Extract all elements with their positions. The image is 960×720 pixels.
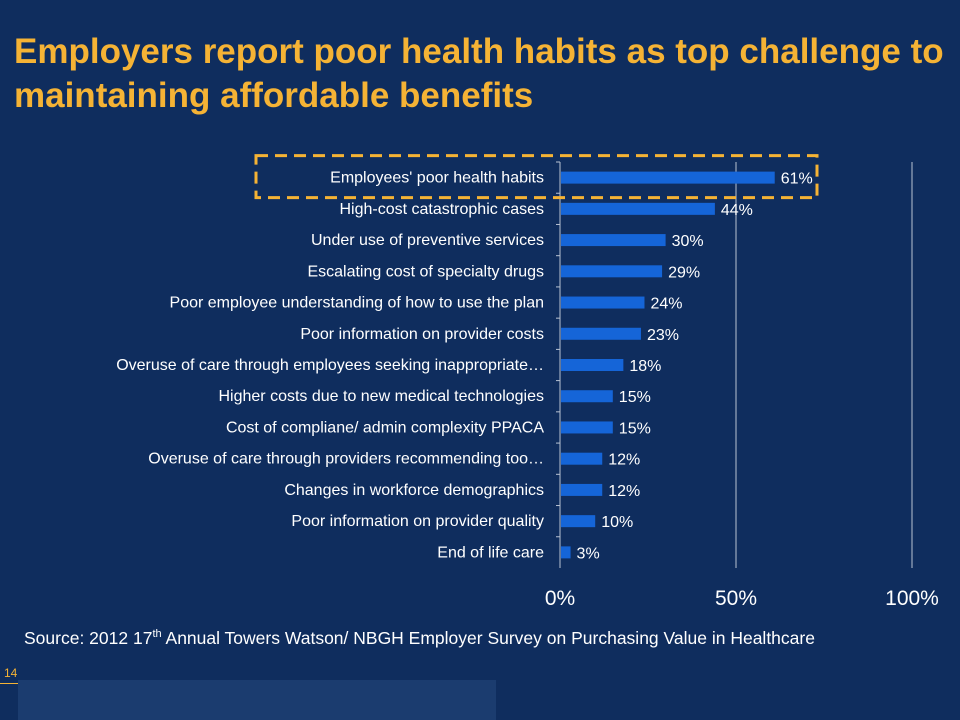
value-label: 30% [672,233,704,250]
source-suffix: Annual Towers Watson/ NBGH Employer Surv… [161,627,815,648]
value-label: 23% [647,327,679,344]
value-label: 12% [608,452,640,469]
bar [561,390,613,403]
category-label: Under use of preventive services [311,232,544,249]
category-label: Cost of compliane/ admin complexity PPAC… [226,419,544,436]
source-superscript: th [152,628,162,640]
slide-title: Employers report poor health habits as t… [14,32,944,115]
value-label: 15% [619,420,651,437]
bar [561,234,666,247]
bar [561,265,663,278]
bar [561,546,571,559]
bar [561,515,596,528]
bar [561,202,715,215]
highlight-box [254,154,819,200]
category-label: High-cost catastrophic cases [339,201,544,218]
value-label: 3% [577,545,600,562]
x-tick-label: 50% [715,587,757,610]
x-tick-label: 0% [545,587,575,610]
source-prefix: Source: 2012 17 [24,627,153,648]
grid-layer [556,161,913,568]
value-label: 44% [721,202,753,219]
value-label: 29% [668,264,700,281]
label-layer: Employees' poor health habits 61% High-cos… [116,170,813,563]
category-label: Overuse of care through employees seekin… [116,357,544,374]
value-label: 12% [608,483,640,500]
source-note: Source: 2012 17th Annual Towers Watson/ … [24,623,924,650]
category-label: Poor employee understanding of how to us… [170,295,544,312]
category-label: Higher costs due to new medical technolo… [218,388,544,405]
category-label: Employees' poor health habits [330,170,544,187]
value-label: 15% [619,389,651,406]
page-number-rule [0,683,18,684]
bar [561,421,613,434]
footer-bar [18,680,496,720]
bar [561,171,775,184]
category-label: Overuse of care through providers recomm… [148,451,544,468]
value-label: 24% [650,296,682,313]
category-label: Poor information on provider quality [291,513,544,530]
bar [561,483,603,496]
bar-layer [561,171,775,559]
value-label: 18% [629,358,661,375]
x-tick-label: 100% [885,587,939,610]
category-label: End of life care [437,544,544,561]
bar-chart: Employees' poor health habits 61% High-cos… [116,154,939,610]
value-label: 61% [781,171,813,188]
category-label: Poor information on provider costs [300,326,544,343]
bar [561,359,624,371]
bar [561,452,603,465]
bar [561,296,645,309]
value-label: 10% [601,514,633,531]
bar [561,327,641,340]
category-label: Changes in workforce demographics [284,482,544,499]
page-number: 14 [4,666,18,680]
category-label: Escalating cost of specialty drugs [307,263,544,280]
tick-layer: 0% 50% 100% [545,587,939,610]
